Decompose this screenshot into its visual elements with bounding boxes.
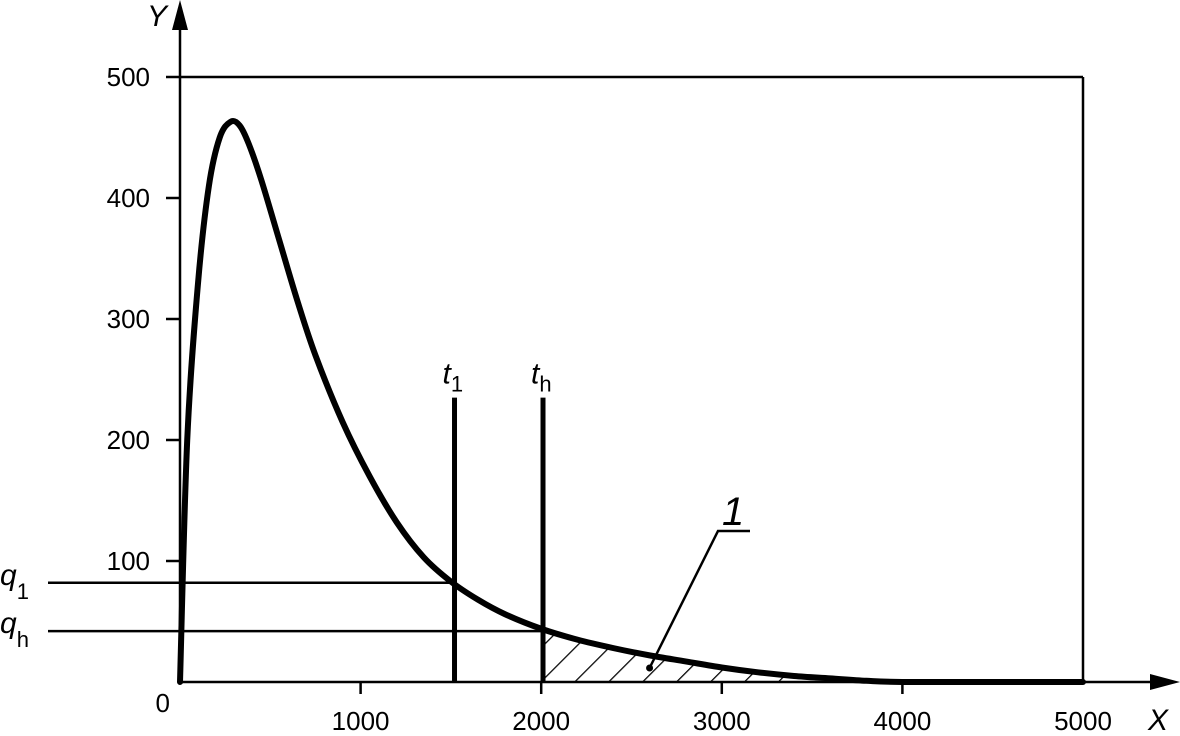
x-tick-label: 1000 [332, 706, 390, 736]
y-tick-label: 400 [107, 183, 150, 213]
marker-label-t1: t1 [443, 358, 464, 397]
y-axis-label: Y [147, 0, 169, 33]
y-tick-label: 500 [107, 62, 150, 92]
reference-label-q1: q1 [0, 559, 29, 604]
x-tick-label: 5000 [1054, 706, 1112, 736]
reference-label-qh: qh [0, 607, 29, 652]
y-tick-label: 300 [107, 304, 150, 334]
x-axis-arrow [1150, 674, 1180, 690]
hatched-area [543, 629, 813, 682]
marker-label-th: th [531, 358, 552, 397]
x-axis-label: X [1147, 704, 1169, 736]
callout-label: 1 [722, 490, 744, 534]
x-tick-label: 4000 [873, 706, 931, 736]
y-axis-arrow [172, 0, 188, 30]
origin-label: 0 [156, 688, 170, 718]
callout-leader [648, 529, 750, 669]
y-tick-label: 100 [107, 546, 150, 576]
data-curve [177, 117, 1086, 686]
x-tick-label: 3000 [693, 706, 751, 736]
x-tick-label: 2000 [512, 706, 570, 736]
y-tick-label: 200 [107, 425, 150, 455]
